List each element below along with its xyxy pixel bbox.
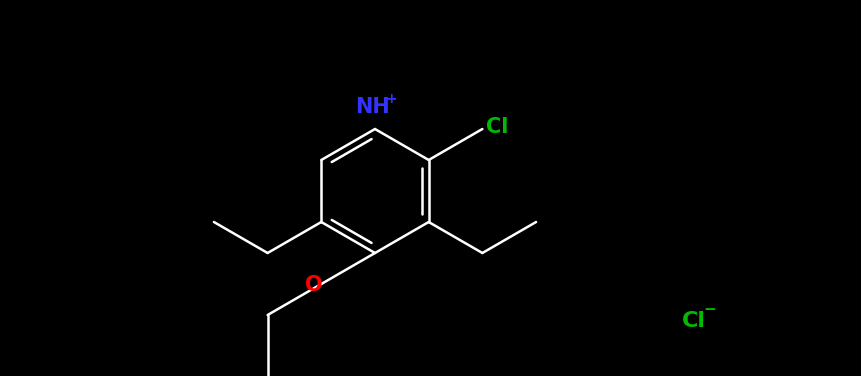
Text: −: − <box>703 303 715 317</box>
Text: NH: NH <box>356 97 390 117</box>
Text: O: O <box>305 275 323 295</box>
Text: Cl: Cl <box>486 117 508 137</box>
Text: +: + <box>385 92 396 106</box>
Text: Cl: Cl <box>681 311 705 331</box>
